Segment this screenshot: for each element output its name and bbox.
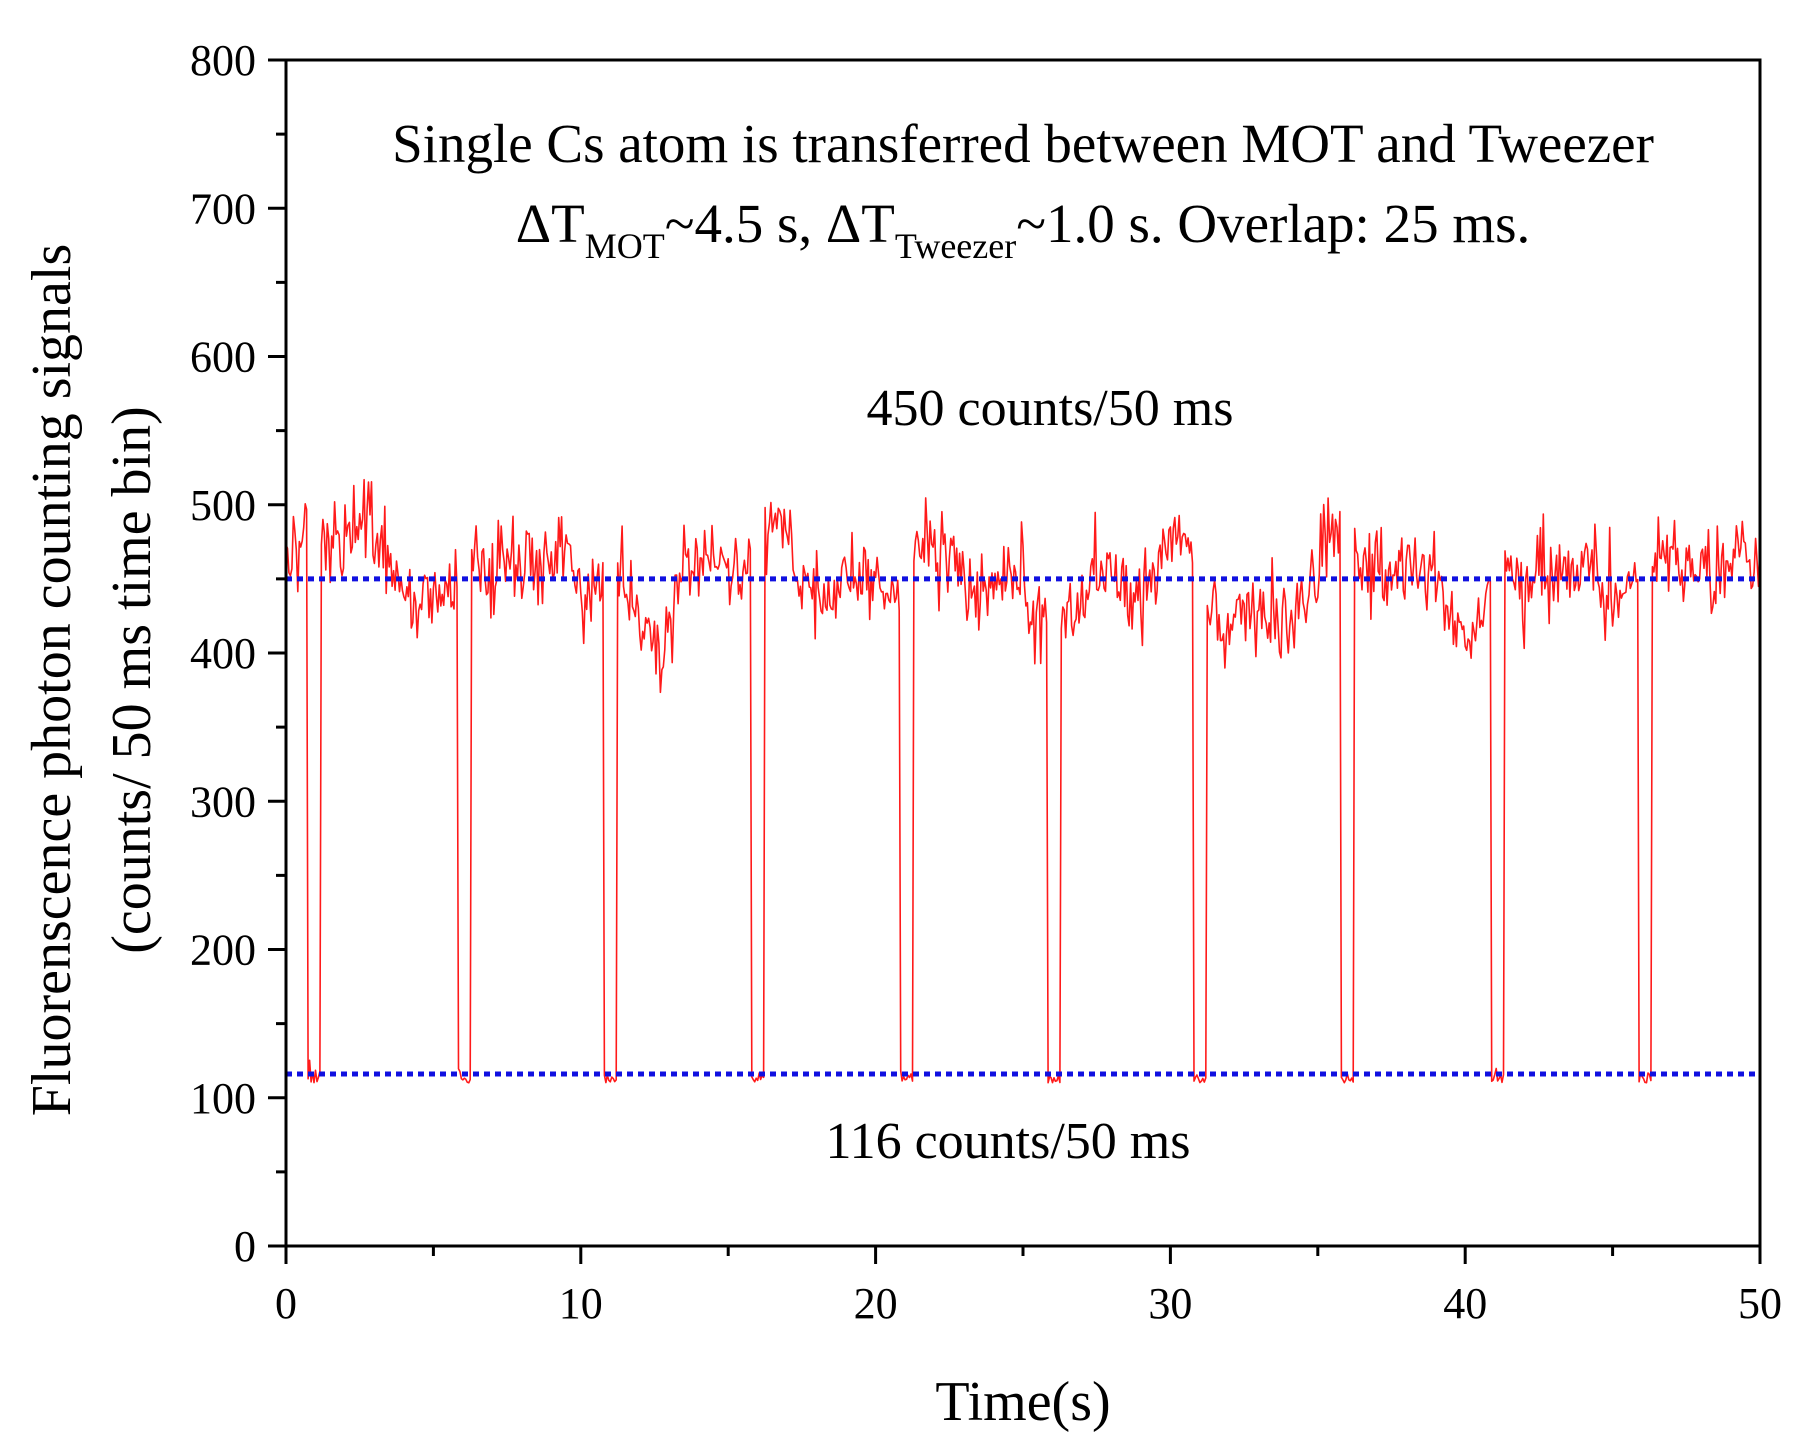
y-axis-label-line1: Fluorenscence photon counting signals xyxy=(21,244,83,1117)
y-tick-label: 100 xyxy=(190,1074,256,1123)
annotation-tweezer-time: ~1.0 s. Overlap: 25 ms. xyxy=(1016,193,1530,254)
x-axis-ticks: 0 10 20 30 40 50 xyxy=(275,1246,1782,1328)
x-tick-label: 40 xyxy=(1443,1279,1487,1328)
y-axis-ticks: 0 100 200 300 400 500 600 700 800 xyxy=(190,36,286,1271)
x-tick-label: 0 xyxy=(275,1279,297,1328)
x-tick-label: 20 xyxy=(854,1279,898,1328)
x-tick-label: 30 xyxy=(1148,1279,1192,1328)
annotation-delta-mot: ΔT xyxy=(516,193,585,254)
y-axis-label-line2: (counts/ 50 ms time bin) xyxy=(101,406,163,954)
annotation-mot-time: ~4.5 s, ΔT xyxy=(665,193,895,254)
reference-lines-layer xyxy=(286,576,1760,1077)
y-tick-label: 600 xyxy=(190,333,256,382)
annotation-title: Single Cs atom is transferred between MO… xyxy=(392,113,1654,174)
annotation-timing: ΔTMOT~4.5 s, ΔTTweezer~1.0 s. Overlap: 2… xyxy=(516,193,1531,266)
x-axis-label: Time(s) xyxy=(935,1371,1110,1433)
annotation-low-level: 116 counts/50 ms xyxy=(826,1113,1191,1170)
x-tick-label: 50 xyxy=(1738,1279,1782,1328)
x-tick-label: 10 xyxy=(559,1279,603,1328)
annotation-sub-mot: MOT xyxy=(585,226,665,266)
signal-trace-layer xyxy=(285,478,1761,1084)
y-tick-label: 0 xyxy=(234,1222,256,1271)
y-tick-label: 700 xyxy=(190,184,256,233)
y-tick-label: 200 xyxy=(190,926,256,975)
annotation-sub-tweezer: Tweezer xyxy=(895,226,1016,266)
y-tick-label: 500 xyxy=(190,481,256,530)
y-tick-label: 400 xyxy=(190,629,256,678)
signal-series-line xyxy=(285,478,1761,1084)
y-tick-label: 800 xyxy=(190,36,256,85)
annotation-high-level: 450 counts/50 ms xyxy=(867,380,1234,437)
y-tick-label: 300 xyxy=(190,777,256,826)
